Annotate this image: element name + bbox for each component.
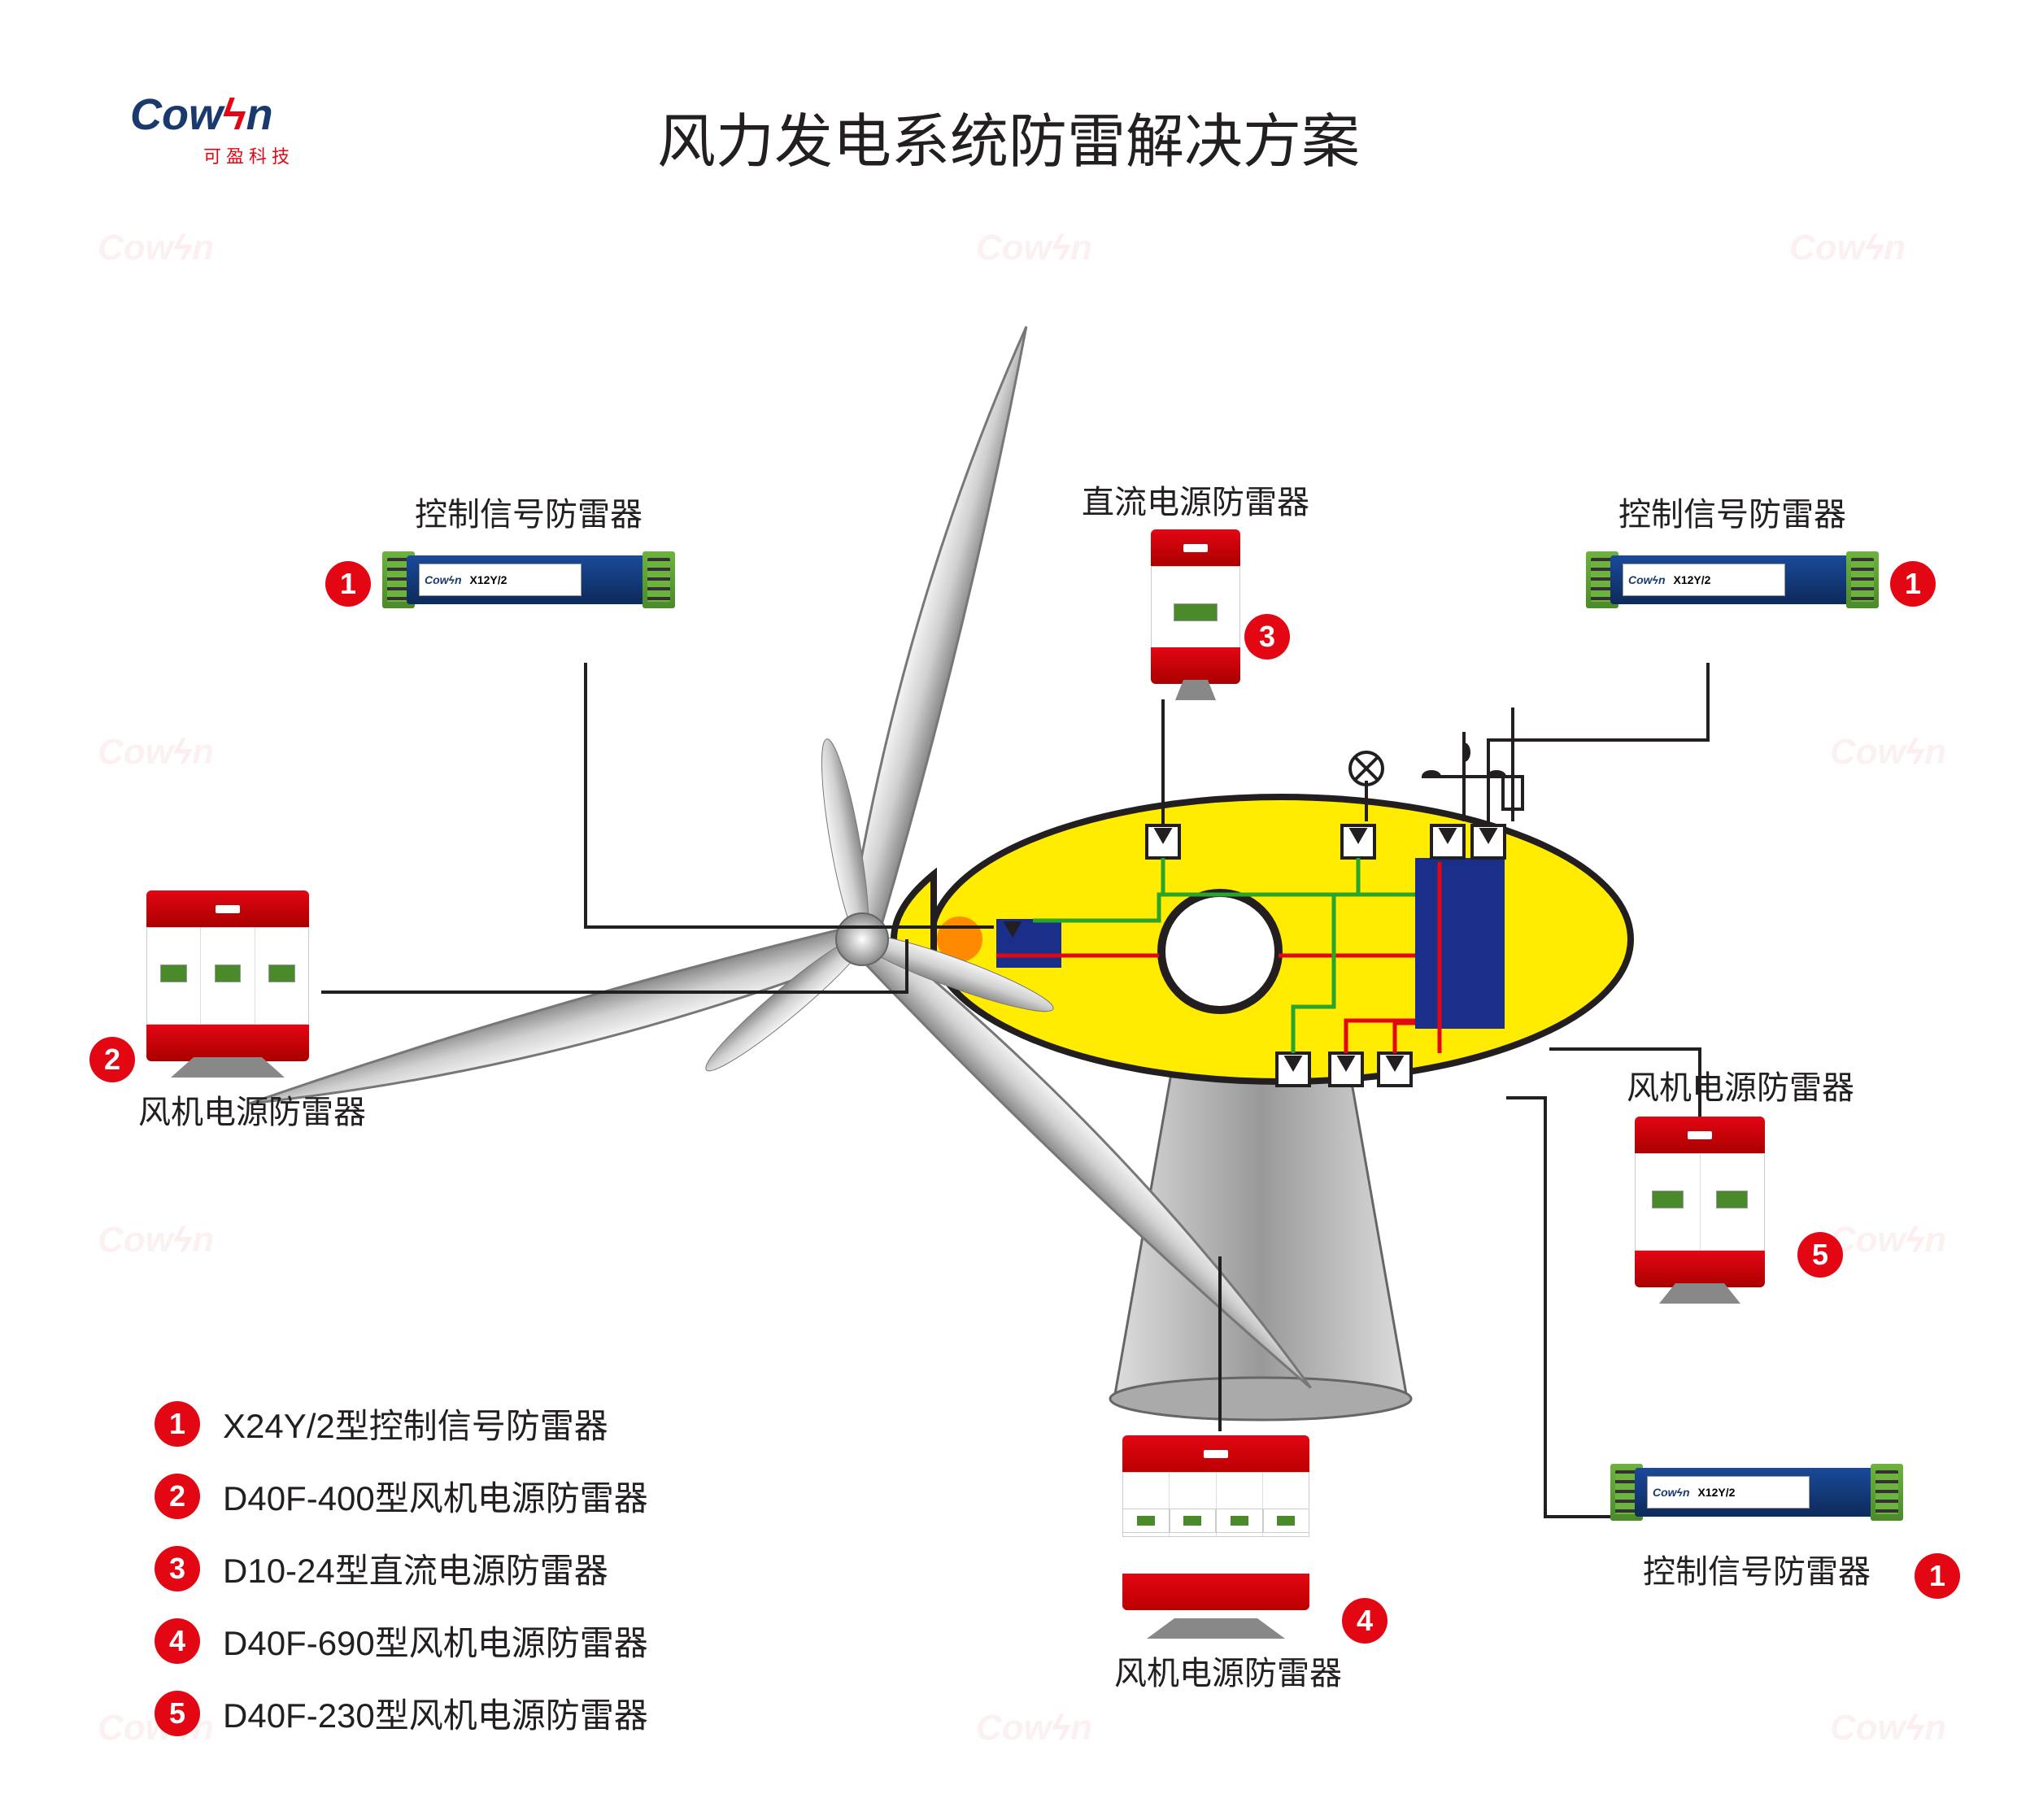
label: 风机电源防雷器	[1114, 1647, 1342, 1694]
label: 直流电源防雷器	[1082, 476, 1309, 523]
hub-ring	[1161, 893, 1279, 1010]
callout-power-right: 风机电源防雷器 5	[1627, 1061, 1854, 1304]
callout-power-left: 风机电源防雷器 2	[138, 890, 366, 1133]
signal-device: CowϟnX12Y/2	[1586, 535, 1879, 625]
label: 控制信号防雷器	[1586, 488, 1879, 535]
label: 控制信号防雷器	[1610, 1545, 1903, 1592]
power-device-white	[1114, 1435, 1318, 1639]
signal-device: CowϟnX12Y/2	[382, 535, 675, 625]
label: 控制信号防雷器	[382, 488, 675, 535]
badge-1: 1	[325, 561, 371, 607]
internal-module	[1415, 858, 1505, 1029]
label: 风机电源防雷器	[138, 1086, 366, 1133]
dc-device	[1143, 529, 1248, 700]
anemometer	[1423, 732, 1505, 821]
callout-signal-top-left: 控制信号防雷器 CowϟnX12Y/2 1	[382, 488, 675, 625]
legend: 1 X24Y/2型控制信号防雷器 2 D40F-400型风机电源防雷器 3 D1…	[155, 1399, 648, 1761]
lightning-rod	[1503, 708, 1523, 821]
legend-row: 3 D10-24型直流电源防雷器	[155, 1544, 648, 1593]
label: 风机电源防雷器	[1627, 1061, 1854, 1108]
badge-5: 5	[1797, 1232, 1843, 1278]
badge-3: 3	[1244, 614, 1290, 660]
signal-device: CowϟnX12Y/2	[1610, 1448, 1903, 1537]
badge-4: 4	[1342, 1598, 1388, 1644]
callout-dc-top: 直流电源防雷器 3	[1082, 476, 1309, 700]
power-device	[138, 890, 317, 1078]
callout-signal-bot-right: CowϟnX12Y/2 控制信号防雷器 1	[1610, 1448, 1903, 1592]
power-device	[1627, 1117, 1773, 1304]
badge-1: 1	[1890, 561, 1936, 607]
callout-power-bottom: 风机电源防雷器 4	[1114, 1435, 1342, 1694]
callout-signal-top-right: 控制信号防雷器 CowϟnX12Y/2 1	[1586, 488, 1879, 625]
badge-1: 1	[1915, 1553, 1960, 1599]
legend-row: 1 X24Y/2型控制信号防雷器	[155, 1399, 648, 1448]
badge-2: 2	[89, 1037, 135, 1082]
legend-row: 4 D40F-690型风机电源防雷器	[155, 1616, 648, 1665]
legend-row: 5 D40F-230型风机电源防雷器	[155, 1688, 648, 1738]
legend-row: 2 D40F-400型风机电源防雷器	[155, 1471, 648, 1521]
